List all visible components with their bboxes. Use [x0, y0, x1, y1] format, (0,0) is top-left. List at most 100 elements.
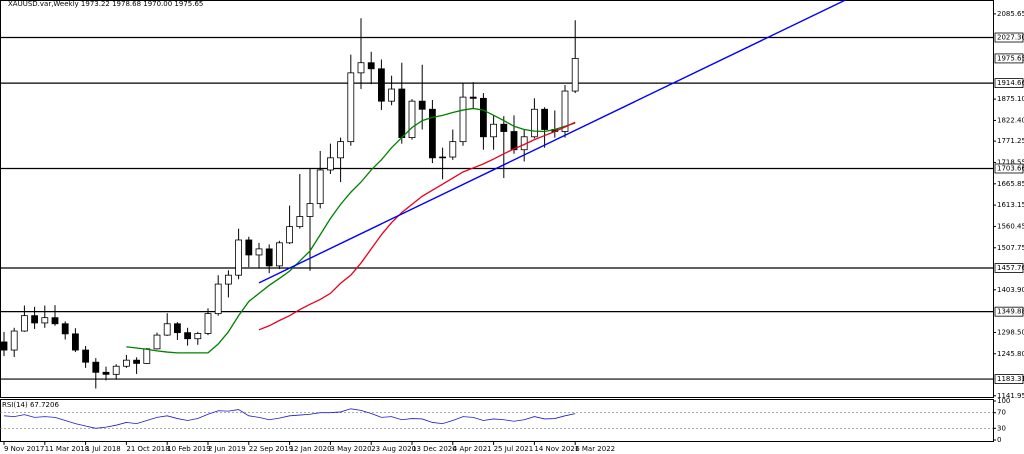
rsi-label: RSI(14) 67.7206 — [2, 401, 59, 409]
x-tick-label: 11 Mar 2018 — [45, 445, 89, 453]
x-tick-label: 10 Feb 2019 — [167, 445, 211, 453]
last-price-label: 1975.65 — [997, 54, 1024, 62]
candle-body — [0, 341, 8, 351]
y-tick-label: 1298.50 — [997, 328, 1024, 336]
candle-body — [204, 313, 212, 334]
x-tick-label: 21 Oct 2018 — [126, 445, 169, 453]
candle-body — [337, 141, 345, 159]
level-label: 2027.30 — [997, 34, 1024, 42]
rsi-tick-label: 70 — [997, 409, 1006, 417]
trendline — [258, 0, 846, 284]
y-tick-label: 1613.15 — [997, 201, 1024, 209]
rsi-tick-label: 100 — [997, 397, 1010, 405]
candle-body — [347, 72, 355, 143]
candle-body — [123, 359, 130, 367]
candle-body — [10, 330, 18, 351]
candle-body — [92, 361, 100, 373]
level-label-box — [994, 263, 1024, 273]
candle-body — [306, 203, 314, 217]
candle-body — [490, 123, 498, 138]
candle-body — [20, 315, 28, 332]
moving-average — [258, 121, 576, 331]
level-label: 1703.66 — [997, 164, 1024, 172]
x-tick-label: 14 Nov 2021 — [534, 445, 579, 453]
moving-average — [126, 107, 576, 354]
y-tick-label: 1245.80 — [997, 350, 1024, 358]
candle-body — [479, 97, 487, 138]
candle-body — [377, 68, 385, 102]
level-label: 1183.31 — [997, 375, 1024, 383]
candle-body — [408, 100, 416, 138]
level-label-box — [994, 78, 1024, 88]
candle-body — [255, 248, 263, 256]
candle-body — [326, 157, 334, 171]
candle-body — [245, 239, 253, 256]
x-tick-label: 2 Jun 2019 — [208, 445, 246, 453]
candle-body — [51, 317, 59, 325]
rsi-panel — [0, 399, 994, 442]
rsi-line — [3, 408, 576, 429]
candle-body — [102, 371, 110, 375]
level-label: 1914.66 — [997, 79, 1024, 87]
candle-body — [184, 332, 192, 340]
x-tick-label: 22 Sep 2019 — [249, 445, 293, 453]
y-tick-label: 1507.75 — [997, 244, 1024, 252]
candle-body — [459, 96, 467, 143]
candle-body — [500, 123, 508, 132]
y-tick-label: 1822.40 — [997, 116, 1024, 124]
x-tick-label: 25 Jul 2021 — [494, 445, 534, 453]
x-tick-label: 13 Dec 2020 — [412, 445, 457, 453]
candle-body — [531, 108, 538, 138]
x-tick-label: 12 Jan 2020 — [290, 445, 332, 453]
candle-body — [439, 156, 447, 159]
candle-body — [173, 323, 181, 334]
candle-body — [296, 216, 304, 228]
level-label-box — [994, 32, 1024, 43]
candle-body — [428, 108, 436, 159]
last-price-box — [994, 53, 1024, 64]
candle-body — [316, 169, 324, 204]
candle-body — [214, 283, 222, 315]
x-tick-label: 9 Nov 2017 — [4, 445, 44, 453]
candle-body — [143, 348, 151, 364]
level-label-box — [994, 306, 1024, 317]
candle-body — [388, 88, 396, 102]
x-tick-label: 1 Jul 2018 — [86, 445, 121, 453]
candle-body — [235, 239, 243, 276]
candle-body — [112, 365, 120, 375]
y-tick-label: 1403.90 — [997, 286, 1024, 294]
candle-body — [469, 96, 477, 99]
candle-body — [367, 62, 375, 70]
candle-body — [61, 323, 69, 335]
candle-body — [31, 315, 39, 324]
level-label: 1349.88 — [997, 308, 1024, 316]
rsi-tick-label: 0 — [997, 436, 1001, 444]
candle-body — [418, 100, 426, 110]
rsi-tick-label: 30 — [997, 424, 1006, 432]
candle-body — [153, 334, 161, 350]
x-tick-label: 23 Aug 2020 — [371, 445, 416, 453]
y-tick-label: 1560.45 — [997, 222, 1024, 230]
y-tick-label: 1141.95 — [997, 392, 1024, 400]
candle-body — [224, 274, 232, 285]
candle-body — [265, 248, 273, 267]
y-tick-label: 1665.85 — [997, 180, 1024, 188]
x-tick-label: 3 May 2020 — [330, 445, 371, 453]
candle-body — [561, 90, 569, 132]
candle-body — [541, 108, 548, 130]
candle-body — [194, 333, 202, 340]
y-tick-label: 1718.55 — [997, 158, 1024, 166]
x-tick-label: 6 Mar 2022 — [575, 445, 615, 453]
y-tick-label: 2085.65 — [997, 10, 1024, 18]
candle-body — [41, 317, 49, 324]
candle-body — [357, 62, 365, 74]
y-tick-label: 1771.25 — [997, 137, 1024, 145]
candle-body — [286, 226, 294, 244]
candle-body — [72, 333, 79, 351]
candle-body — [449, 141, 457, 158]
candle-body — [133, 359, 141, 364]
chart-title: XAUUSD.var,Weekly 1973.22 1978.68 1970.0… — [8, 0, 203, 8]
candle-body — [571, 58, 579, 92]
